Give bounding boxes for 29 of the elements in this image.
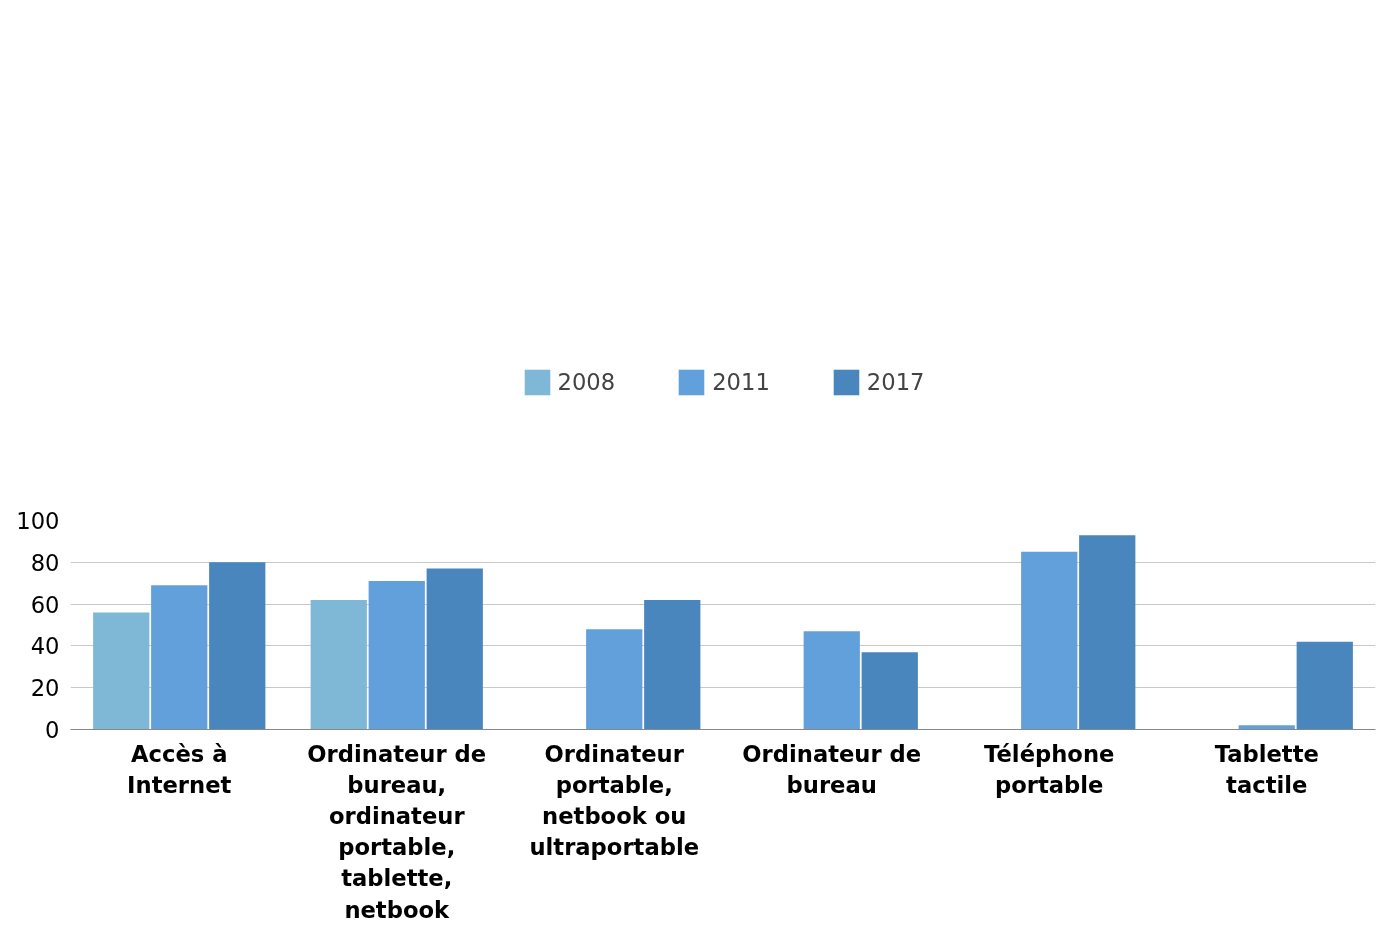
bar bbox=[803, 631, 860, 730]
bar bbox=[93, 612, 150, 730]
bar bbox=[1021, 551, 1078, 730]
legend-label: 2008 bbox=[557, 369, 616, 395]
bar bbox=[310, 599, 367, 730]
y-tick-label: 80 bbox=[30, 549, 60, 576]
bar bbox=[1296, 641, 1353, 730]
y-tick-label: 100 bbox=[16, 508, 60, 534]
y-tick-label: 20 bbox=[30, 675, 60, 702]
bar bbox=[426, 568, 483, 730]
bar bbox=[586, 629, 643, 730]
x-tick-label: Ordinateur portable, netbook ou ultraportable bbox=[529, 740, 700, 861]
x-tick-label: Ordinateur de bureau, ordinateur portable, tablette, netbook bbox=[307, 740, 487, 923]
bar bbox=[644, 599, 701, 730]
x-tick-label: Téléphone portable bbox=[984, 740, 1115, 798]
bar bbox=[1079, 535, 1136, 730]
bar bbox=[1238, 725, 1295, 730]
legend-label: 2011 bbox=[712, 369, 770, 395]
bar bbox=[368, 581, 425, 730]
legend-label: 2017 bbox=[866, 369, 925, 395]
y-tick-label: 40 bbox=[30, 633, 60, 660]
x-tick-label: Accès à Internet bbox=[127, 740, 232, 798]
y-tick-label: 60 bbox=[30, 591, 60, 618]
bar bbox=[861, 652, 918, 730]
bar bbox=[209, 562, 266, 730]
bar bbox=[151, 585, 208, 730]
x-tick-label: Tablette tactile bbox=[1214, 740, 1319, 798]
y-tick-label: 0 bbox=[45, 717, 60, 743]
x-tick-label: Ordinateur de bureau bbox=[742, 740, 922, 798]
